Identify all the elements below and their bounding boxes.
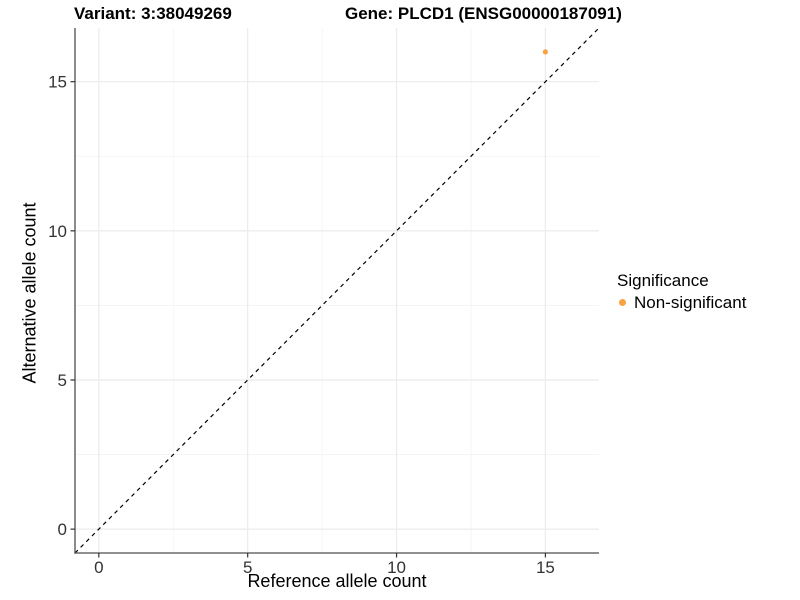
y-tick-label: 5: [58, 371, 67, 390]
legend-entry[interactable]: Non-significant: [616, 292, 746, 313]
plot-title-variant: Variant: 3:38049269: [74, 4, 232, 23]
y-axis-title: Alternative allele count: [19, 202, 40, 384]
identity-line: [74, 27, 600, 554]
legend-title: Significance: [617, 271, 709, 290]
x-tick-label: 5: [243, 558, 252, 577]
x-axis-title: Reference allele count: [247, 571, 427, 591]
x-tick-label: 15: [536, 558, 555, 577]
legend-entry-label: Non-significant: [634, 292, 747, 312]
y-tick-label: 0: [58, 520, 67, 539]
x-tick-label: 10: [387, 558, 406, 577]
y-tick-label: 15: [48, 73, 67, 92]
x-tick-label: 0: [94, 558, 103, 577]
plot-title-gene: Gene: PLCD1 (ENSG00000187091): [345, 4, 622, 23]
data-point[interactable]: [542, 49, 549, 55]
legend-dot-icon: [619, 299, 626, 306]
y-tick-label: 10: [48, 222, 67, 241]
legend: Significance Non-significant: [616, 271, 746, 313]
